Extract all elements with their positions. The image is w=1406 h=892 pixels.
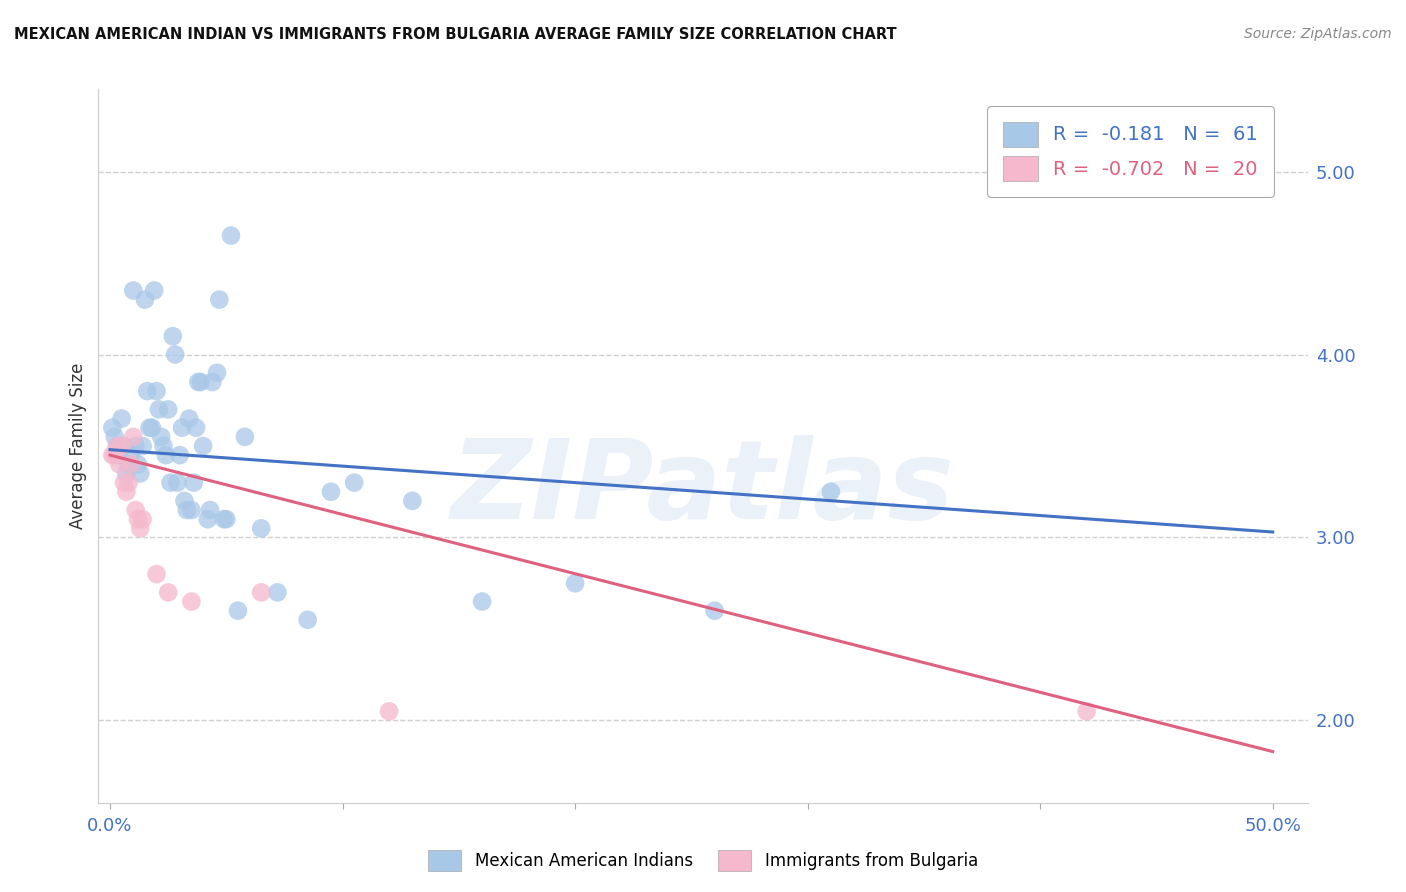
- Point: [343, 475, 366, 490]
- Point: [703, 604, 725, 618]
- Point: [105, 439, 128, 453]
- Point: [166, 475, 188, 490]
- Legend: R =  -0.181   N =  61, R =  -0.702   N =  20: R = -0.181 N = 61, R = -0.702 N = 20: [987, 106, 1274, 197]
- Point: [112, 475, 135, 490]
- Point: [212, 512, 235, 526]
- Point: [115, 484, 138, 499]
- Point: [129, 521, 152, 535]
- Point: [162, 329, 184, 343]
- Point: [208, 293, 231, 307]
- Text: ZIPatlas: ZIPatlas: [451, 435, 955, 542]
- Point: [143, 284, 166, 298]
- Point: [165, 347, 187, 361]
- Point: [180, 594, 202, 608]
- Point: [129, 467, 152, 481]
- Point: [250, 585, 273, 599]
- Point: [111, 411, 134, 425]
- Point: [191, 439, 214, 453]
- Point: [378, 704, 401, 718]
- Point: [122, 284, 145, 298]
- Point: [145, 567, 167, 582]
- Point: [190, 375, 212, 389]
- Point: [319, 484, 342, 499]
- Text: Source: ZipAtlas.com: Source: ZipAtlas.com: [1244, 27, 1392, 41]
- Point: [250, 521, 273, 535]
- Point: [172, 420, 194, 434]
- Point: [131, 512, 153, 526]
- Point: [215, 512, 238, 526]
- Point: [179, 411, 201, 425]
- Point: [141, 420, 163, 434]
- Point: [108, 448, 131, 462]
- Point: [108, 458, 131, 472]
- Point: [101, 448, 124, 462]
- Point: [120, 458, 142, 472]
- Point: [173, 494, 195, 508]
- Point: [124, 503, 146, 517]
- Point: [131, 439, 153, 453]
- Point: [145, 384, 167, 398]
- Point: [155, 448, 177, 462]
- Point: [104, 430, 127, 444]
- Point: [226, 604, 249, 618]
- Point: [184, 420, 207, 434]
- Point: [115, 467, 138, 481]
- Point: [148, 402, 170, 417]
- Point: [111, 439, 134, 453]
- Point: [297, 613, 319, 627]
- Point: [1076, 704, 1098, 718]
- Point: [138, 420, 160, 434]
- Point: [176, 503, 198, 517]
- Point: [118, 458, 141, 472]
- Point: [101, 420, 124, 434]
- Point: [127, 512, 149, 526]
- Point: [180, 503, 202, 517]
- Point: [564, 576, 586, 591]
- Text: MEXICAN AMERICAN INDIAN VS IMMIGRANTS FROM BULGARIA AVERAGE FAMILY SIZE CORRELAT: MEXICAN AMERICAN INDIAN VS IMMIGRANTS FR…: [14, 27, 897, 42]
- Point: [169, 448, 191, 462]
- Point: [105, 439, 128, 453]
- Point: [471, 594, 494, 608]
- Point: [122, 430, 145, 444]
- Point: [197, 512, 219, 526]
- Point: [266, 585, 288, 599]
- Point: [183, 475, 205, 490]
- Point: [112, 439, 135, 453]
- Point: [201, 375, 224, 389]
- Point: [187, 375, 209, 389]
- Point: [127, 458, 149, 472]
- Point: [159, 475, 181, 490]
- Point: [104, 448, 127, 462]
- Point: [157, 585, 180, 599]
- Point: [118, 475, 141, 490]
- Y-axis label: Average Family Size: Average Family Size: [69, 363, 87, 529]
- Point: [134, 293, 156, 307]
- Point: [152, 439, 174, 453]
- Point: [120, 448, 142, 462]
- Point: [401, 494, 423, 508]
- Point: [198, 503, 221, 517]
- Legend: Mexican American Indians, Immigrants from Bulgaria: Mexican American Indians, Immigrants fro…: [422, 843, 984, 878]
- Point: [124, 439, 146, 453]
- Point: [233, 430, 256, 444]
- Point: [136, 384, 159, 398]
- Point: [157, 402, 180, 417]
- Point: [1239, 155, 1261, 169]
- Point: [820, 484, 842, 499]
- Point: [150, 430, 173, 444]
- Point: [219, 228, 242, 243]
- Point: [205, 366, 228, 380]
